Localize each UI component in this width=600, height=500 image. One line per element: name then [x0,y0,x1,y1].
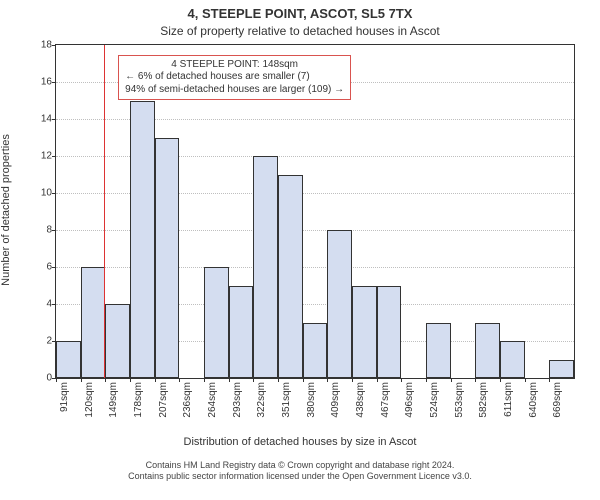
plot-area: 02468101214161891sqm120sqm149sqm178sqm20… [55,44,575,379]
histogram-bar [155,138,180,379]
ytick-label: 2 [46,336,52,347]
xtick-mark [130,378,131,382]
xtick-mark [204,378,205,382]
annotation-line: 94% of semi-detached houses are larger (… [125,84,344,97]
chart-subtitle: Size of property relative to detached ho… [0,24,600,38]
xtick-mark [377,378,378,382]
xtick-mark [475,378,476,382]
ytick-label: 16 [41,77,52,88]
xtick-mark [253,378,254,382]
xtick-mark [401,378,402,382]
xtick-label: 438sqm [355,382,366,418]
xtick-label: 524sqm [429,382,440,418]
xtick-label: 467sqm [380,382,391,418]
xtick-mark [500,378,501,382]
annotation-box: 4 STEEPLE POINT: 148sqm← 6% of detached … [118,55,351,101]
ytick-mark [52,230,56,231]
xtick-mark [525,378,526,382]
xtick-label: 669sqm [552,382,563,418]
xtick-label: 178sqm [133,382,144,418]
histogram-bar [327,230,352,378]
xtick-label: 236sqm [182,382,193,418]
histogram-bar [204,267,229,378]
xtick-mark [549,378,550,382]
property-marker-line [104,45,105,378]
histogram-bar [253,156,278,378]
ytick-mark [52,267,56,268]
ytick-label: 0 [46,373,52,384]
xtick-mark [451,378,452,382]
annotation-line: ← 6% of detached houses are smaller (7) [125,71,344,84]
xtick-mark [105,378,106,382]
histogram-bar [500,341,525,378]
xtick-label: 149sqm [108,382,119,418]
xtick-label: 207sqm [158,382,169,418]
xtick-mark [426,378,427,382]
xtick-label: 264sqm [207,382,218,418]
xtick-mark [229,378,230,382]
x-axis-label: Distribution of detached houses by size … [0,436,600,448]
ytick-mark [52,82,56,83]
chart-title: 4, STEEPLE POINT, ASCOT, SL5 7TX [0,6,600,21]
histogram-bar [229,286,254,379]
ytick-label: 4 [46,299,52,310]
histogram-bar [549,360,574,379]
ytick-mark [52,304,56,305]
xtick-mark [179,378,180,382]
xtick-label: 611sqm [503,382,514,417]
ytick-mark [52,45,56,46]
ytick-label: 14 [41,114,52,125]
attribution: Contains HM Land Registry data © Crown c… [0,460,600,483]
histogram-bar [278,175,303,379]
ytick-label: 10 [41,188,52,199]
xtick-mark [81,378,82,382]
xtick-mark [56,378,57,382]
figure: 4, STEEPLE POINT, ASCOT, SL5 7TX Size of… [0,0,600,500]
xtick-mark [278,378,279,382]
histogram-bar [81,267,106,378]
xtick-label: 120sqm [84,382,95,418]
attribution-line: Contains HM Land Registry data © Crown c… [0,460,600,471]
histogram-bar [105,304,130,378]
attribution-line: Contains public sector information licen… [0,471,600,482]
ytick-label: 18 [41,40,52,51]
xtick-label: 553sqm [454,382,465,418]
xtick-mark [303,378,304,382]
xtick-label: 322sqm [256,382,267,418]
ytick-mark [52,193,56,194]
ytick-mark [52,119,56,120]
histogram-bar [377,286,402,379]
xtick-label: 582sqm [478,382,489,418]
xtick-label: 640sqm [528,382,539,418]
histogram-bar [56,341,81,378]
xtick-label: 409sqm [330,382,341,418]
xtick-mark [155,378,156,382]
xtick-label: 496sqm [404,382,415,418]
histogram-bar [426,323,451,379]
xtick-label: 91sqm [59,382,70,412]
xtick-mark [352,378,353,382]
histogram-bar [475,323,500,379]
ytick-label: 6 [46,262,52,273]
y-axis-label: Number of detached properties [0,58,12,210]
histogram-bar [130,101,155,379]
ytick-label: 8 [46,225,52,236]
xtick-label: 380sqm [306,382,317,418]
histogram-bar [303,323,328,379]
xtick-label: 351sqm [281,382,292,418]
xtick-mark [327,378,328,382]
histogram-bar [352,286,377,379]
ytick-label: 12 [41,151,52,162]
ytick-mark [52,156,56,157]
annotation-line: 4 STEEPLE POINT: 148sqm [125,59,344,72]
xtick-label: 293sqm [232,382,243,418]
